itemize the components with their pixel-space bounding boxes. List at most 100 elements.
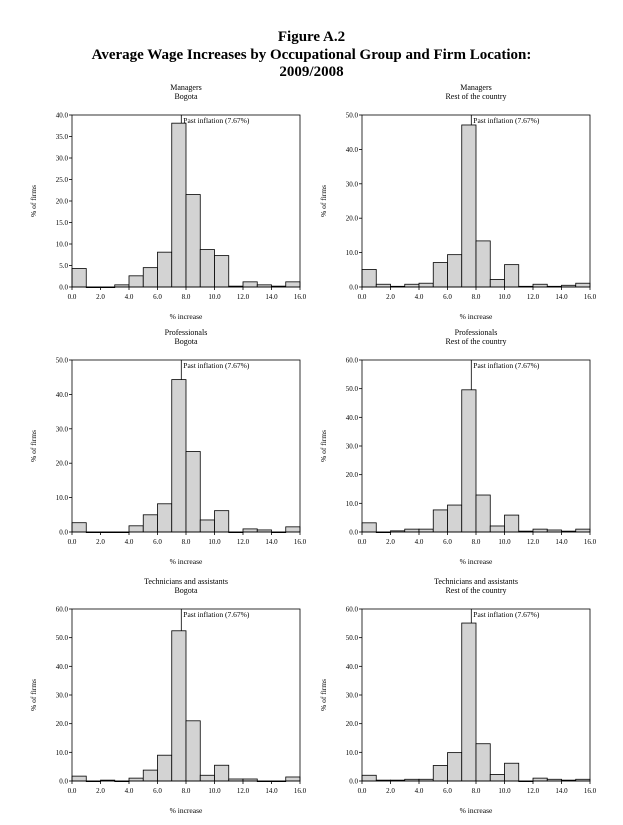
histogram-bar [447,752,463,782]
y-tick-label: 25.0 [56,176,69,184]
histogram-bar [504,514,520,533]
histogram-bar [171,122,187,288]
x-tick-label: 12.0 [527,293,540,301]
histogram-bar [171,630,187,782]
x-tick-label: 16.0 [294,293,307,301]
y-tick-label: 0.0 [59,778,68,786]
x-tick-label: 6.0 [153,787,162,795]
y-tick-label: 40.0 [56,391,69,399]
y-tick-label: 10.0 [56,241,69,249]
panel-subtitle: Rest of the country [445,337,506,346]
y-tick-label: 10.0 [346,249,359,257]
x-tick-label: 0.0 [358,787,367,795]
x-tick-label: 2.0 [386,293,395,301]
histogram-bar [432,765,448,782]
x-tick-label: 8.0 [472,538,481,546]
histogram-bar [475,494,491,533]
histogram-bar [128,525,144,533]
histogram-bar [418,282,434,288]
x-axis-label: % increase [170,806,203,815]
histogram-bar [285,776,301,782]
y-axis-label: % of firms [319,679,328,711]
inflation-label: Past inflation (7.67%) [473,116,540,125]
x-tick-label: 16.0 [584,787,597,795]
x-tick-label: 6.0 [153,293,162,301]
x-tick-label: 10.0 [208,538,221,546]
x-tick-label: 10.0 [498,293,511,301]
histogram-bar [404,528,420,533]
x-tick-label: 6.0 [443,787,452,795]
figure-title-years: 2009/2008 [279,64,344,80]
x-tick-label: 2.0 [96,538,105,546]
histogram-bar [489,525,505,533]
y-tick-label: 50.0 [346,634,359,642]
y-tick-label: 40.0 [56,663,69,671]
panel-title: Professionals [455,328,498,337]
y-tick-label: 0.0 [59,284,68,292]
panel-title: Managers [460,83,492,92]
x-tick-label: 8.0 [182,293,191,301]
histogram-bar [242,528,258,533]
y-tick-label: 60.0 [56,606,69,614]
x-tick-label: 0.0 [358,293,367,301]
x-tick-label: 0.0 [68,538,77,546]
x-tick-label: 16.0 [584,538,597,546]
y-tick-label: 10.0 [56,749,69,757]
x-tick-label: 12.0 [237,787,250,795]
y-axis-label: % of firms [29,430,38,462]
histogram-bar [142,267,158,288]
histogram-bar [532,777,548,782]
histogram-bar [185,194,201,288]
x-tick-label: 14.0 [265,293,278,301]
y-tick-label: 20.0 [346,215,359,223]
histogram-bar [157,503,173,533]
x-tick-label: 0.0 [358,538,367,546]
histogram-bar [475,240,491,288]
x-tick-label: 16.0 [294,538,307,546]
y-tick-label: 30.0 [346,180,359,188]
x-tick-label: 6.0 [153,538,162,546]
x-tick-label: 8.0 [182,538,191,546]
figure-title: Average Wage Increases by Occupational G… [91,47,532,63]
histogram-bar [447,504,463,533]
y-tick-label: 40.0 [346,414,359,422]
histogram-bar [128,275,144,288]
y-tick-label: 60.0 [346,357,359,365]
x-tick-label: 12.0 [237,293,250,301]
x-tick-label: 2.0 [386,787,395,795]
histogram-bar [214,255,230,288]
panel-title: Managers [170,83,202,92]
y-tick-label: 60.0 [346,606,359,614]
histogram-bar [128,777,144,782]
y-axis-label: % of firms [29,185,38,217]
inflation-label: Past inflation (7.67%) [183,116,250,125]
histogram-bar [157,251,173,288]
y-tick-label: 20.0 [56,720,69,728]
histogram-bar [361,522,377,533]
panel-title: Technicians and assistants [434,577,518,586]
histogram-bar [157,754,173,782]
x-tick-label: 12.0 [527,787,540,795]
x-tick-label: 14.0 [265,538,278,546]
y-tick-label: 0.0 [349,284,358,292]
x-tick-label: 4.0 [415,787,424,795]
histogram-bar [375,283,391,288]
y-tick-label: 20.0 [56,198,69,206]
inflation-label: Past inflation (7.67%) [183,610,250,619]
x-tick-label: 4.0 [415,293,424,301]
y-tick-label: 0.0 [349,529,358,537]
panel-subtitle: Rest of the country [445,586,506,595]
y-tick-label: 30.0 [56,692,69,700]
figure-label: Figure A.2 [277,29,346,45]
x-tick-label: 4.0 [125,293,134,301]
inflation-label: Past inflation (7.67%) [473,361,540,370]
histogram-bar [475,743,491,782]
x-tick-label: 4.0 [125,538,134,546]
x-tick-label: 10.0 [498,538,511,546]
y-tick-label: 0.0 [349,778,358,786]
y-tick-label: 20.0 [346,720,359,728]
histogram-bar [361,774,377,782]
x-tick-label: 8.0 [472,293,481,301]
x-axis-label: % increase [170,312,203,321]
